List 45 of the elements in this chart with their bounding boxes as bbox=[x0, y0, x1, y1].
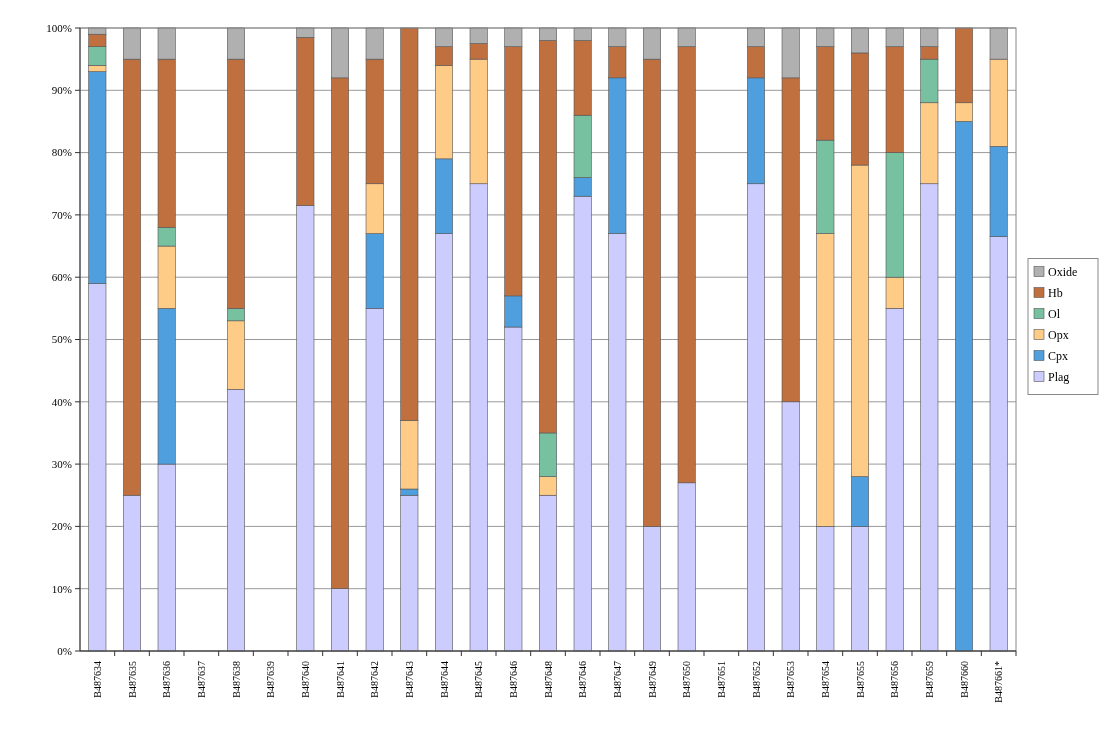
x-tick-label: B487660 bbox=[958, 661, 970, 698]
x-tick-label: B487650 bbox=[681, 661, 693, 698]
x-tick-label: B487654 bbox=[819, 661, 831, 698]
x-tick-label: B487661* bbox=[993, 661, 1005, 703]
x-tick-label: B487644 bbox=[438, 661, 450, 698]
legend-label: Ol bbox=[1048, 306, 1061, 321]
x-tick-label: B487653 bbox=[785, 661, 797, 698]
x-tick-label: B487659 bbox=[923, 661, 935, 698]
legend-label: Plag bbox=[1048, 369, 1070, 384]
x-tick-label: B487641 bbox=[334, 661, 346, 698]
x-tick-label: B487645 bbox=[473, 661, 485, 698]
x-tick-label: B487647 bbox=[611, 661, 623, 698]
x-tick-label: B487648 bbox=[542, 661, 554, 698]
bar bbox=[400, 494, 419, 652]
legend-label: Cpx bbox=[1048, 348, 1069, 363]
y-tick-label: 10% bbox=[51, 582, 72, 595]
y-tick-label: 30% bbox=[51, 457, 72, 470]
x-tick-label: B487643 bbox=[403, 661, 415, 698]
x-tick-label: B487640 bbox=[299, 661, 311, 698]
x-tick-label: B487636 bbox=[161, 661, 173, 698]
x-tick-label: B487649 bbox=[646, 661, 658, 698]
y-tick-label: 0% bbox=[57, 644, 72, 657]
x-tick-label: B487638 bbox=[230, 661, 242, 698]
legend-label: Hb bbox=[1048, 285, 1063, 300]
x-tick-label: B487646 bbox=[577, 661, 589, 698]
x-tick-label: B487656 bbox=[889, 661, 901, 698]
y-tick-label: 40% bbox=[51, 395, 72, 408]
y-tick-label: 50% bbox=[51, 333, 72, 346]
x-tick-label: B487642 bbox=[369, 661, 381, 698]
y-tick-label: 80% bbox=[51, 146, 72, 159]
y-tick-label: 70% bbox=[51, 208, 72, 221]
legend-label: Oxide bbox=[1048, 264, 1078, 279]
x-tick-label: B487646 bbox=[507, 661, 519, 698]
x-tick-label: B487637 bbox=[195, 661, 207, 698]
x-tick-label: B487651 bbox=[715, 661, 727, 698]
x-tick-label: B487634 bbox=[91, 661, 103, 698]
y-tick-label: 100% bbox=[46, 21, 72, 34]
y-tick-label: 60% bbox=[51, 271, 72, 284]
x-tick-label: B487635 bbox=[126, 661, 138, 698]
legend-label: Opx bbox=[1048, 327, 1069, 342]
x-tick-label: B487655 bbox=[854, 661, 866, 698]
y-tick-label: 20% bbox=[51, 520, 72, 533]
x-tick-label: B487652 bbox=[750, 661, 762, 698]
y-tick-label: 90% bbox=[51, 84, 72, 97]
x-tick-label: B487639 bbox=[265, 661, 277, 698]
